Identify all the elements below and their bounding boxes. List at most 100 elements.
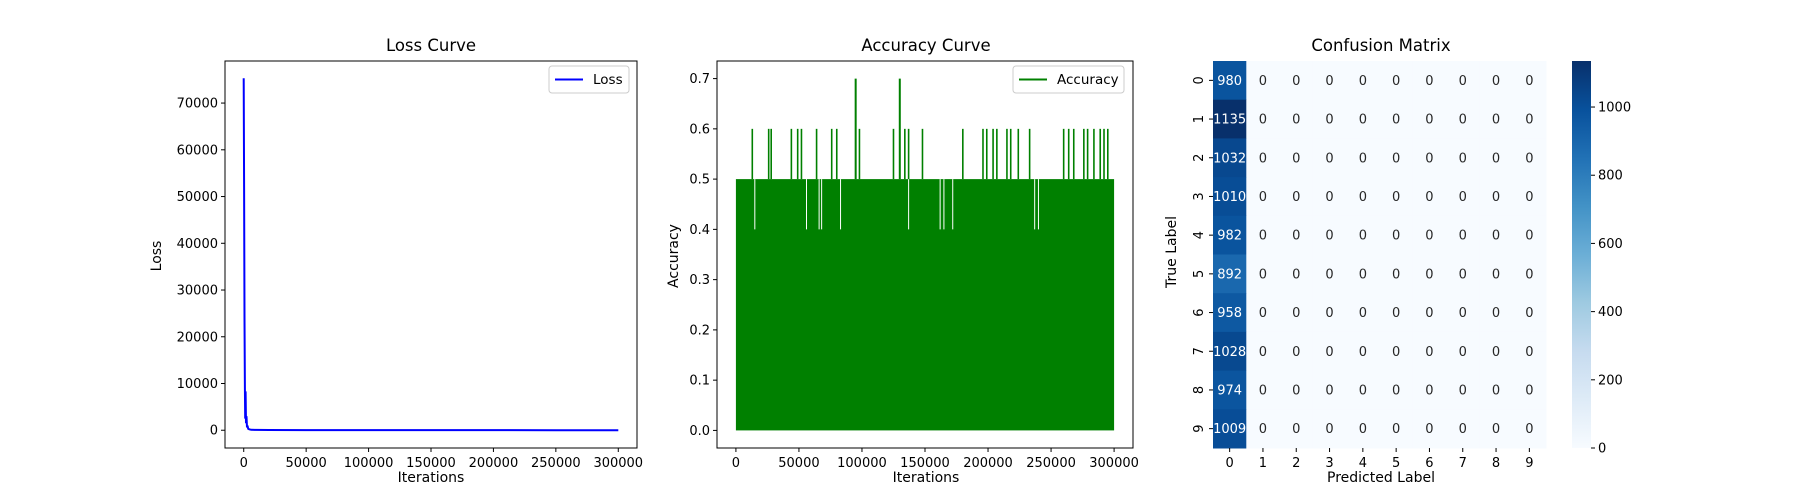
confusion-matrix-cell (1279, 99, 1314, 139)
confusion-matrix-cell-label: 0 (1259, 151, 1267, 166)
accuracy-x-axis-label: Iterations (893, 470, 960, 486)
loss-y-tick-label: 0 (210, 424, 218, 439)
confusion-matrix-cell (1379, 409, 1414, 449)
confusion-matrix-cell-label: 0 (1359, 190, 1367, 205)
confusion-matrix-y-tick-label: 1 (1192, 115, 1207, 123)
confusion-matrix-cell-label: 0 (1292, 229, 1300, 244)
colorbar-tick-label: 0 (1598, 442, 1606, 457)
confusion-matrix-y-axis-label: True Label (1164, 216, 1180, 289)
confusion-matrix-cell (1312, 293, 1347, 333)
confusion-matrix-cell (1512, 293, 1547, 333)
confusion-matrix-cell (1479, 61, 1514, 101)
confusion-matrix-y-tick-label: 7 (1192, 347, 1207, 355)
confusion-matrix-cell (1412, 177, 1447, 217)
confusion-matrix-cell (1512, 254, 1547, 294)
confusion-matrix-cell (1346, 254, 1380, 294)
confusion-matrix-cell-label: 0 (1259, 383, 1267, 398)
confusion-matrix-cell-label: 0 (1459, 113, 1467, 128)
confusion-matrix-cell-label: 0 (1492, 267, 1500, 282)
accuracy-chart-title: Accuracy Curve (861, 36, 990, 55)
loss-legend: Loss (548, 65, 630, 94)
confusion-matrix-cell-label: 0 (1459, 151, 1467, 166)
confusion-matrix-y-tick-label: 0 (1192, 76, 1207, 84)
loss-x-tick-label: 200000 (469, 456, 519, 471)
confusion-matrix-cell (1446, 370, 1480, 410)
confusion-matrix-cell-label: 0 (1459, 383, 1467, 398)
confusion-matrix-cell (1446, 99, 1480, 139)
loss-x-axis-label: Iterations (398, 470, 465, 486)
confusion-matrix-cell (1379, 254, 1414, 294)
confusion-matrix-cell (1379, 215, 1414, 255)
confusion-matrix-cell-label: 0 (1425, 113, 1433, 128)
confusion-matrix-cell-label: 0 (1359, 113, 1367, 128)
loss-y-tick-label: 20000 (177, 330, 218, 345)
confusion-matrix-cell-label: 0 (1259, 74, 1267, 89)
confusion-matrix-cell (1246, 254, 1281, 294)
confusion-matrix-cell (1446, 293, 1480, 333)
confusion-matrix-y-tick-label: 3 (1192, 192, 1207, 200)
confusion-matrix-cell-label: 0 (1525, 190, 1533, 205)
confusion-matrix-cell-label: 0 (1292, 113, 1300, 128)
confusion-matrix-cell-label: 892 (1217, 267, 1242, 282)
loss-plot-area: 0 50000 100000 150000 200000 250000 300000 0 100… (177, 60, 643, 471)
confusion-matrix-cell (1379, 61, 1414, 101)
confusion-matrix-cell-label: 0 (1492, 113, 1500, 128)
confusion-matrix-cell (1279, 293, 1314, 333)
accuracy-y-tick-label: 0.6 (689, 122, 710, 137)
confusion-matrix-x-axis-label: Predicted Label (1327, 470, 1435, 486)
confusion-matrix-x-tick-label: 5 (1392, 456, 1400, 471)
confusion-matrix-cell-label: 0 (1259, 267, 1267, 282)
confusion-matrix-cell (1512, 99, 1547, 139)
confusion-matrix-cell (1412, 370, 1447, 410)
confusion-matrix-cell (1446, 61, 1480, 101)
confusion-matrix-cell (1346, 370, 1380, 410)
confusion-matrix-cell-label: 0 (1392, 74, 1400, 89)
confusion-matrix-cell (1379, 293, 1414, 333)
confusion-matrix-title: Confusion Matrix (1311, 36, 1451, 55)
confusion-matrix-cell (1512, 61, 1547, 101)
confusion-matrix-cell-label: 0 (1292, 383, 1300, 398)
confusion-matrix-cell (1246, 293, 1281, 333)
accuracy-y-tick-label: 0.7 (689, 72, 710, 87)
confusion-matrix-cell (1246, 409, 1281, 449)
confusion-matrix-cell (1346, 409, 1380, 449)
confusion-matrix-cell-label: 0 (1392, 422, 1400, 437)
confusion-matrix-y-tick-label: 4 (1192, 231, 1207, 239)
confusion-matrix-cell (1213, 177, 1247, 217)
confusion-matrix-cell-label: 0 (1359, 422, 1367, 437)
confusion-matrix-cell-label: 0 (1492, 229, 1500, 244)
confusion-matrix-cell (1246, 61, 1281, 101)
confusion-matrix-cell (1379, 370, 1414, 410)
confusion-matrix-cell-label: 0 (1325, 306, 1333, 321)
confusion-matrix-x-tick-label: 3 (1325, 456, 1333, 471)
confusion-matrix-y-tick-label: 6 (1192, 308, 1207, 316)
accuracy-legend-frame (1012, 65, 1125, 94)
loss-y-axis-label: Loss (149, 241, 165, 272)
confusion-matrix-cell (1312, 215, 1347, 255)
confusion-matrix-cell (1446, 331, 1480, 372)
confusion-matrix-cell (1312, 370, 1347, 410)
confusion-matrix-cell (1312, 177, 1347, 217)
accuracy-y-tick-label: 0.4 (689, 223, 710, 238)
confusion-matrix-cell (1512, 177, 1547, 217)
confusion-matrix-cell (1412, 138, 1447, 178)
confusion-matrix-cell (1379, 99, 1414, 139)
confusion-matrix-cell-label: 0 (1425, 74, 1433, 89)
confusion-matrix-cell-label: 0 (1492, 190, 1500, 205)
confusion-matrix-cell-label: 0 (1259, 113, 1267, 128)
confusion-matrix-cell (1213, 61, 1247, 101)
loss-x-tick-label: 100000 (344, 456, 394, 471)
confusion-matrix-cell-label: 0 (1392, 267, 1400, 282)
accuracy-y-tick-label: 0.5 (689, 173, 710, 188)
confusion-matrix-cell (1512, 215, 1547, 255)
confusion-matrix-cell-label: 0 (1425, 306, 1433, 321)
confusion-matrix-cell-label: 0 (1392, 345, 1400, 360)
confusion-matrix-cell-label: 0 (1292, 74, 1300, 89)
loss-axes-frame (224, 60, 638, 449)
confusion-matrix-cell (1479, 215, 1514, 255)
loss-x-tick-label: 50000 (285, 456, 326, 471)
confusion-matrix-cell-label: 0 (1425, 229, 1433, 244)
loss-x-tick-label: 150000 (406, 456, 456, 471)
confusion-matrix-cell (1279, 177, 1314, 217)
